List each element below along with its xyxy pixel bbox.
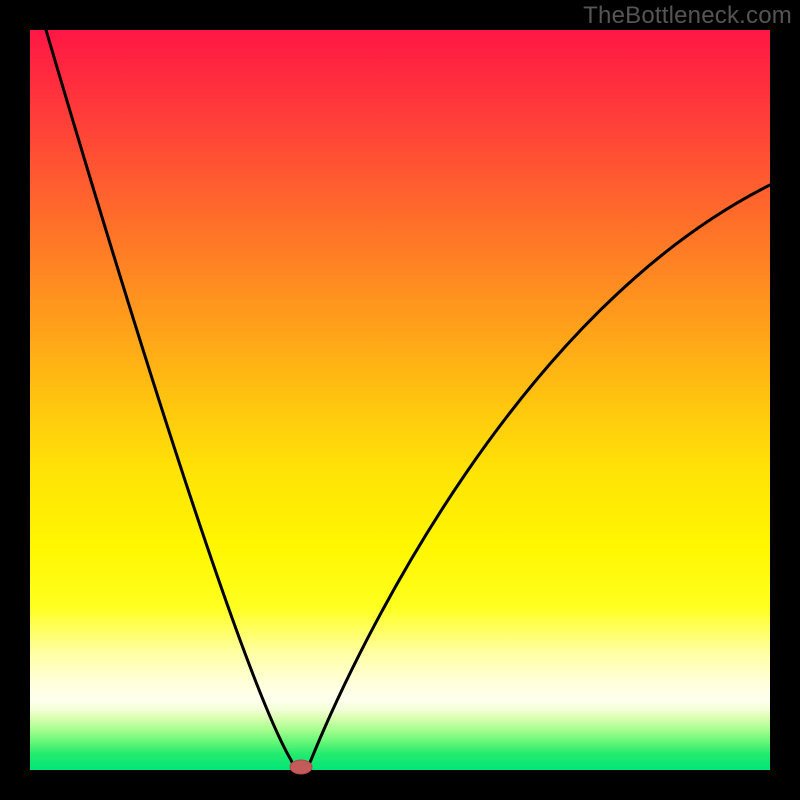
minimum-marker [288, 758, 314, 776]
plot-area [30, 30, 770, 770]
watermark-text: TheBottleneck.com [583, 2, 792, 30]
chart-frame: TheBottleneck.com [0, 0, 800, 800]
background-gradient [30, 30, 770, 770]
